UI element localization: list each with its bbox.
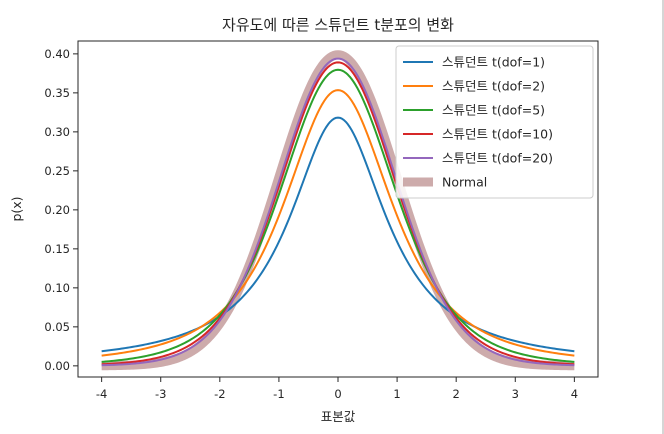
legend-label: 스튜던트 t(dof=20) — [442, 151, 553, 166]
x-tick-label: -2 — [214, 387, 225, 401]
y-tick-label: 0.15 — [44, 242, 70, 256]
x-tick-label: 2 — [453, 387, 460, 401]
legend-label: 스튜던트 t(dof=1) — [442, 55, 545, 70]
y-tick-label: 0.40 — [44, 47, 70, 61]
x-tick-label: -4 — [96, 387, 107, 401]
y-tick-label: 0.35 — [44, 86, 70, 100]
series-line-dof-1 — [101, 116, 575, 353]
y-axis-label: p(x) — [9, 196, 24, 221]
x-tick-label: 3 — [512, 387, 519, 401]
series-line-normal — [99, 50, 577, 371]
legend: 스튜던트 t(dof=1) 스튜던트 t(dof=2) 스튜던트 t(dof=5) 스… — [395, 45, 594, 199]
y-tick-label: 0.10 — [44, 281, 70, 295]
y-tick-label: 0.00 — [44, 359, 70, 373]
legend-label: 스튜던트 t(dof=10) — [442, 127, 553, 142]
series-layer — [99, 50, 577, 371]
y-tick-label: 0.30 — [44, 125, 70, 139]
window-edge — [662, 0, 664, 434]
x-tick-label: -3 — [155, 387, 166, 401]
x-tick-label: 4 — [571, 387, 578, 401]
legend-label: Normal — [442, 175, 487, 190]
legend-box — [395, 45, 594, 199]
y-tick-label: 0.25 — [44, 164, 70, 178]
legend-label: 스튜던트 t(dof=5) — [442, 103, 545, 118]
chart-title: 자유도에 따른 스튜던트 t분포의 변화 — [222, 16, 454, 34]
series-line-dof-5 — [101, 68, 575, 363]
x-tick-label: 1 — [393, 387, 400, 401]
y-axis: 0.00 0.05 0.10 0.15 0.20 0.25 0.30 0.35 0.40 — [44, 47, 78, 373]
series-line-dof-20 — [101, 57, 575, 367]
x-axis-label: 표본값 — [321, 409, 356, 424]
x-tick-label: 0 — [334, 387, 341, 401]
y-tick-label: 0.20 — [44, 203, 70, 217]
series-line-dof-10 — [101, 61, 575, 366]
legend-label: 스튜던트 t(dof=2) — [442, 79, 545, 94]
y-tick-label: 0.05 — [44, 320, 70, 334]
x-axis: -4 -3 -2 -1 0 1 2 3 4 — [96, 377, 578, 401]
series-line-dof-2 — [101, 89, 575, 357]
x-tick-label: -1 — [273, 387, 284, 401]
